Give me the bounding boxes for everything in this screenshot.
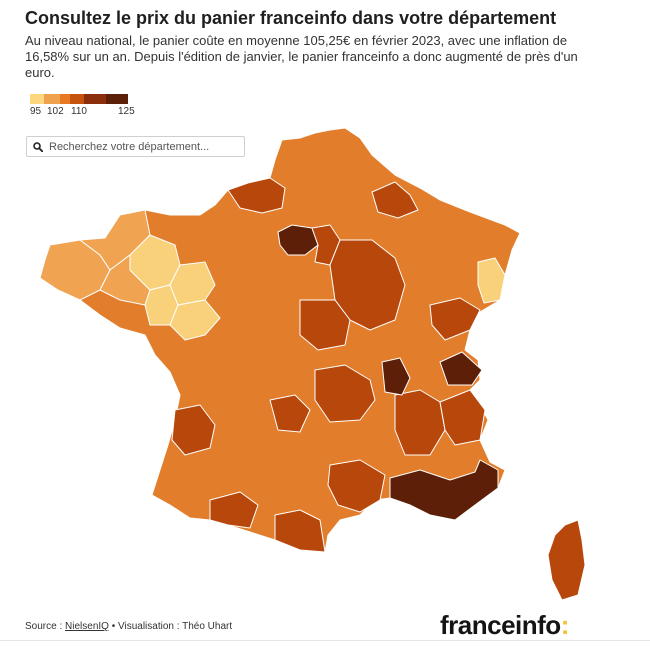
region-drome[interactable] bbox=[439, 389, 486, 446]
region-centre[interactable] bbox=[299, 299, 351, 351]
legend-tick-label: 102 bbox=[47, 106, 64, 117]
region-burgundy[interactable] bbox=[329, 239, 406, 331]
logo-colon: : bbox=[560, 610, 570, 640]
legend-swatch-2 bbox=[44, 94, 60, 104]
search-icon bbox=[33, 141, 43, 152]
region-savoie[interactable] bbox=[439, 351, 483, 386]
region-alsace[interactable] bbox=[477, 257, 506, 304]
color-legend: 95 102 110 125 bbox=[30, 94, 140, 120]
legend-swatch-6 bbox=[106, 94, 128, 104]
france-map bbox=[39, 127, 586, 601]
legend-swatch-1 bbox=[30, 94, 44, 104]
department-search[interactable] bbox=[26, 136, 245, 157]
region-franche[interactable] bbox=[429, 297, 481, 341]
region-auvergne[interactable] bbox=[314, 364, 376, 423]
region-occitanie-1[interactable] bbox=[327, 459, 386, 513]
departments-layer bbox=[39, 127, 586, 601]
visualisation-credit: • Visualisation : Théo Uhart bbox=[108, 621, 233, 632]
legend-swatch-4 bbox=[70, 94, 84, 104]
source-link[interactable]: NielsenIQ bbox=[65, 621, 109, 632]
bottom-divider bbox=[0, 640, 650, 641]
legend-swatch-5 bbox=[84, 94, 106, 104]
region-loire-4[interactable] bbox=[169, 299, 221, 341]
region-gironde[interactable] bbox=[171, 404, 216, 456]
region-occitanie-2[interactable] bbox=[209, 491, 259, 529]
legend-swatch-3 bbox=[60, 94, 70, 104]
legend-tick-label: 110 bbox=[71, 106, 87, 117]
region-lyon[interactable] bbox=[381, 357, 411, 396]
source-credit: Source : NielsenIQ • Visualisation : Thé… bbox=[25, 621, 232, 632]
page-subtitle: Au niveau national, le panier coûte en m… bbox=[25, 33, 578, 80]
region-pyrenees[interactable] bbox=[274, 509, 326, 553]
region-paris[interactable] bbox=[277, 224, 319, 256]
page-title: Consultez le prix du panier franceinfo d… bbox=[25, 8, 557, 28]
legend-color-bar bbox=[30, 94, 140, 104]
region-normandy[interactable] bbox=[227, 177, 286, 214]
region-corsica[interactable] bbox=[547, 519, 586, 601]
search-input[interactable] bbox=[49, 140, 239, 153]
region-paca[interactable] bbox=[389, 459, 499, 521]
legend-ticks: 95 102 110 125 bbox=[30, 106, 140, 120]
source-label: Source : bbox=[25, 621, 66, 632]
legend-tick-label: 125 bbox=[118, 106, 135, 117]
legend-tick-label: 95 bbox=[30, 106, 42, 117]
logo-text: franceinfo bbox=[440, 610, 561, 640]
franceinfo-logo: franceinfo: bbox=[440, 610, 569, 640]
region-limousin[interactable] bbox=[269, 394, 311, 433]
region-rhone[interactable] bbox=[394, 389, 446, 456]
region-northeast[interactable] bbox=[371, 181, 419, 219]
